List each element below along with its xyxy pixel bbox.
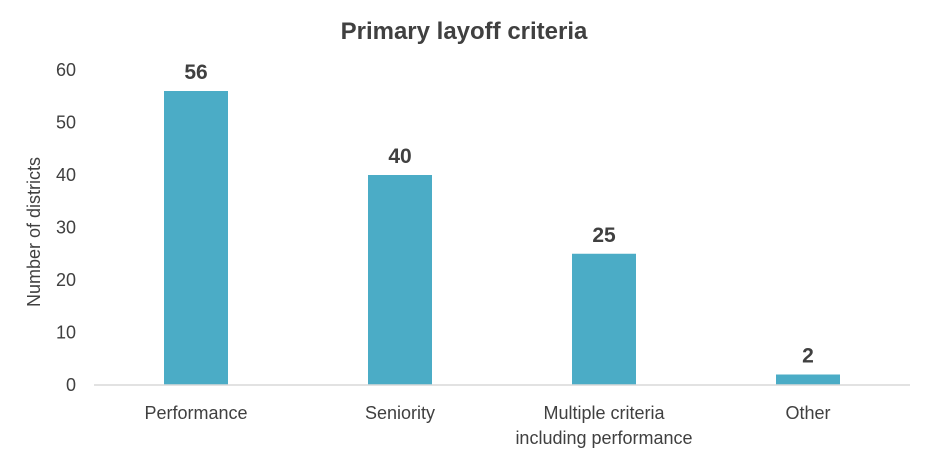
y-tick-label: 0 bbox=[66, 375, 76, 395]
category-label: Other bbox=[785, 403, 830, 423]
y-tick-label: 30 bbox=[56, 218, 76, 238]
bar bbox=[164, 91, 228, 385]
chart-title: Primary layoff criteria bbox=[341, 18, 588, 45]
data-labels: 56 40 25 2 bbox=[184, 61, 814, 368]
y-tick-label: 40 bbox=[56, 165, 76, 185]
bar bbox=[776, 374, 840, 385]
bar bbox=[572, 253, 636, 385]
y-axis-ticks: 0 10 20 30 40 50 60 bbox=[56, 60, 76, 395]
category-label: Multiple criteria including performance bbox=[515, 403, 692, 448]
y-tick-label: 50 bbox=[56, 113, 76, 133]
data-label: 25 bbox=[592, 224, 616, 247]
y-tick-label: 60 bbox=[56, 60, 76, 80]
category-label: Seniority bbox=[365, 403, 435, 423]
data-label: 2 bbox=[802, 345, 814, 368]
bar bbox=[368, 175, 432, 385]
bars bbox=[164, 91, 840, 385]
y-tick-label: 10 bbox=[56, 323, 76, 343]
category-label-line: Performance bbox=[144, 403, 247, 423]
x-axis-labels: Performance Seniority Multiple criteria inc… bbox=[144, 403, 830, 448]
category-label-line: Other bbox=[785, 403, 830, 423]
data-label: 56 bbox=[184, 61, 207, 84]
y-tick-label: 20 bbox=[56, 270, 76, 290]
data-label: 40 bbox=[388, 145, 411, 168]
category-label-line: Seniority bbox=[365, 403, 435, 423]
category-label: Performance bbox=[144, 403, 247, 423]
category-label-line: Multiple criteria bbox=[543, 403, 665, 423]
category-label-line: including performance bbox=[515, 428, 692, 448]
y-axis-label: Number of districts bbox=[24, 157, 44, 307]
